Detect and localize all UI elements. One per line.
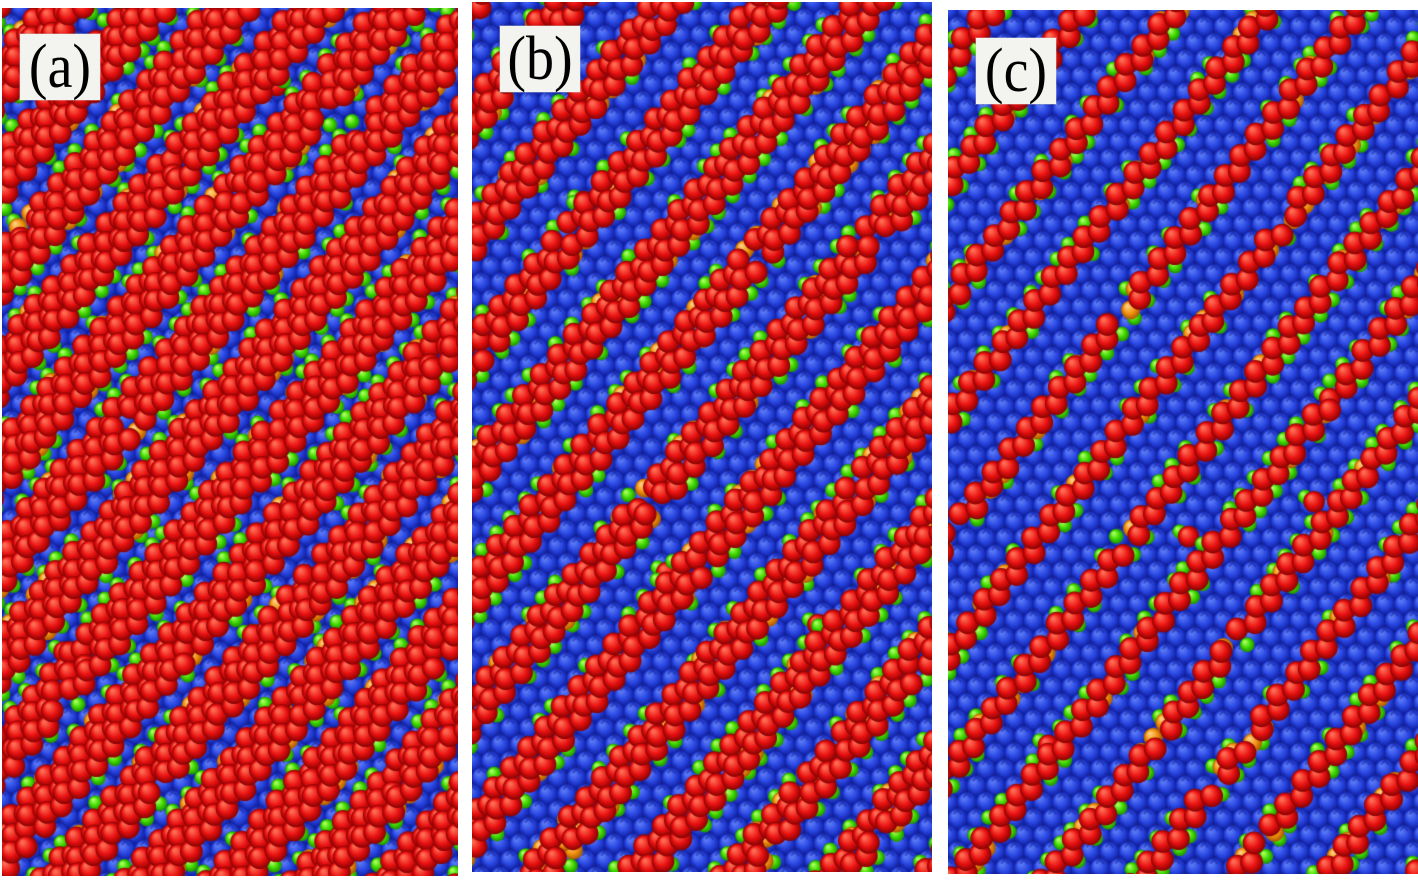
panel-c-rendering — [948, 10, 1418, 874]
panel-c-label: (c) — [976, 38, 1056, 104]
panel-b-rendering — [472, 2, 932, 872]
panel-a-label-text: (a) — [28, 32, 92, 102]
panel-c-label-text: (c) — [984, 36, 1048, 106]
panel-b: (b) — [472, 2, 932, 872]
panel-b-label-text: (b) — [507, 24, 573, 94]
panel-a: (a) — [2, 8, 458, 876]
panel-b-label: (b) — [500, 26, 580, 92]
panel-c: (c) — [948, 10, 1418, 874]
panel-a-rendering — [2, 8, 458, 876]
panel-a-label: (a) — [20, 34, 100, 100]
